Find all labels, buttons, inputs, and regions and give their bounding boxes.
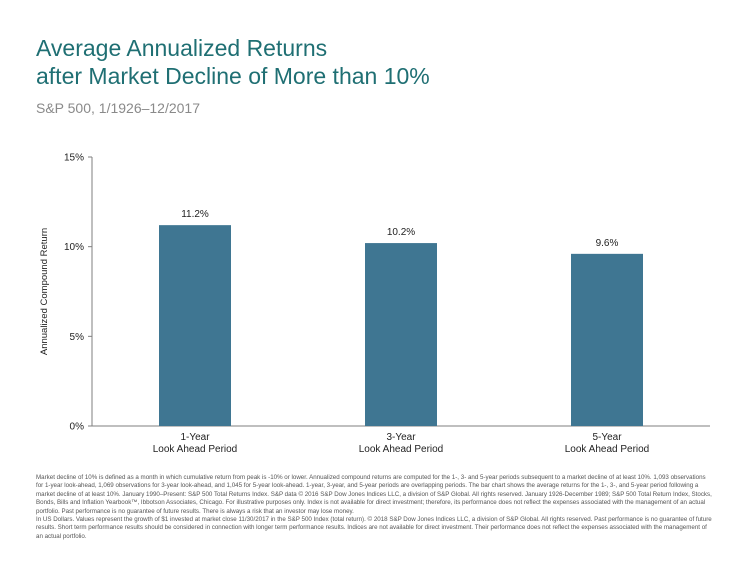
x-tick-label: 1-Year — [180, 432, 210, 443]
chart-title: Average Annualized Returns after Market … — [36, 35, 430, 89]
data-label: 10.2% — [387, 227, 415, 238]
x-tick-label: Look Ahead Period — [153, 444, 238, 455]
bar-chart: 0% 5% 10% 15% Annualized Compound Return 11.2… — [39, 153, 710, 455]
data-label: 9.6% — [596, 238, 619, 249]
data-label: 11.2% — [181, 209, 209, 220]
footnote-disclosure: Market decline of 10% is defined as a mo… — [36, 474, 712, 541]
x-tick-label: Look Ahead Period — [565, 444, 650, 455]
bar — [571, 253, 643, 426]
y-tick-label: 15% — [64, 153, 84, 164]
y-tick-label: 0% — [70, 422, 85, 433]
x-tick-label: Look Ahead Period — [359, 444, 444, 455]
x-tick-label: 3-Year — [386, 432, 416, 443]
footnote-paragraph-2: In US Dollars. Values represent the grow… — [36, 516, 712, 540]
x-tick-label: 5-Year — [592, 432, 622, 443]
y-axis-label: Annualized Compound Return — [39, 228, 50, 355]
y-tick-label: 5% — [70, 332, 85, 343]
chart-subtitle: S&P 500, 1/1926–12/2017 — [36, 100, 201, 116]
bar — [365, 243, 437, 426]
bar — [159, 225, 231, 426]
footnote-paragraph-1: Market decline of 10% is defined as a mo… — [36, 474, 712, 515]
y-tick-label: 10% — [64, 242, 84, 253]
